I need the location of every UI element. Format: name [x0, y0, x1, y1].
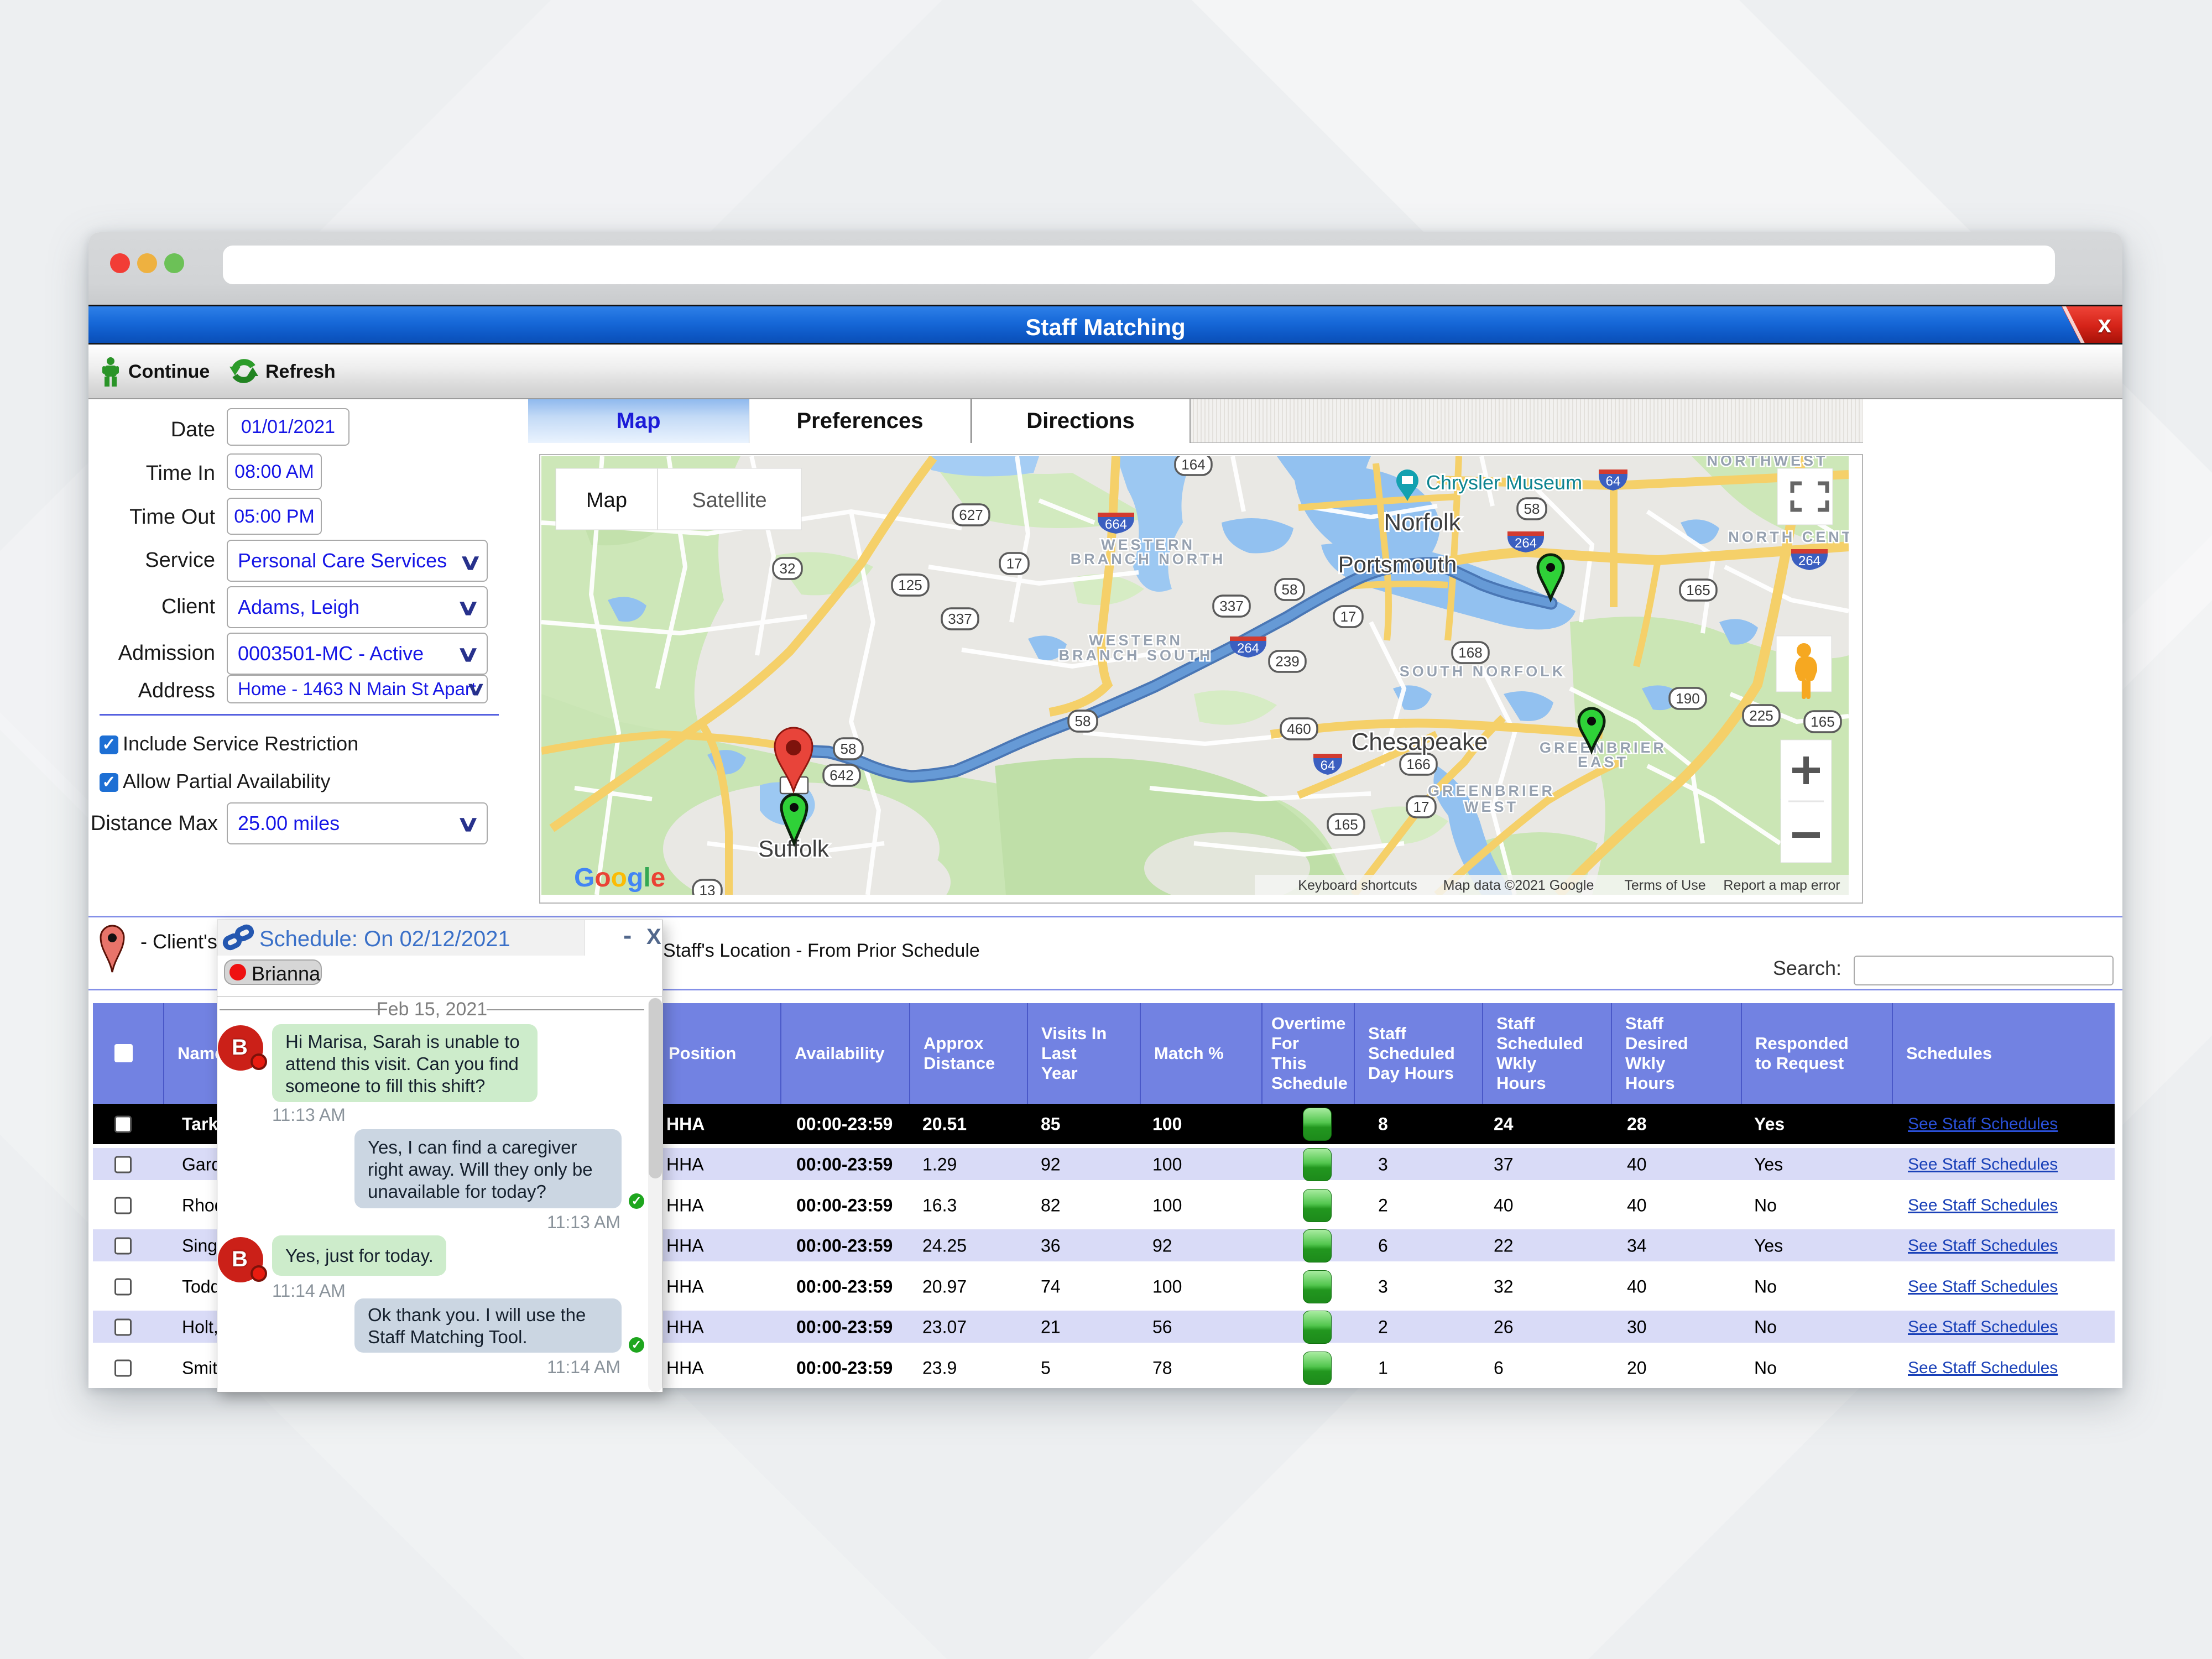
svg-text:WESTERN: WESTERN: [1101, 536, 1195, 553]
svg-text:Map data ©2021 Google: Map data ©2021 Google: [1443, 878, 1594, 893]
svg-text:190: 190: [1676, 690, 1699, 707]
svg-text:264: 264: [1798, 554, 1820, 568]
svg-text:627: 627: [959, 507, 983, 523]
svg-text:58: 58: [1282, 581, 1298, 598]
svg-text:Norfolk: Norfolk: [1384, 509, 1461, 536]
svg-text:17: 17: [1340, 608, 1357, 625]
svg-text:Map: Map: [586, 489, 627, 512]
svg-text:165: 165: [1686, 582, 1710, 598]
svg-text:WEST: WEST: [1464, 799, 1519, 815]
svg-text:642: 642: [830, 767, 853, 784]
svg-text:64: 64: [1321, 758, 1335, 773]
svg-text:Keyboard shortcuts: Keyboard shortcuts: [1298, 878, 1417, 893]
svg-text:64: 64: [1606, 474, 1621, 489]
svg-text:664: 664: [1105, 517, 1127, 532]
svg-text:264: 264: [1237, 641, 1259, 656]
svg-text:NORTH CENTR: NORTH CENTR: [1728, 529, 1849, 545]
svg-text:BRANCH NORTH: BRANCH NORTH: [1071, 551, 1225, 567]
svg-text:32: 32: [780, 560, 796, 577]
svg-text:165: 165: [1811, 713, 1834, 730]
svg-text:Chrysler Museum: Chrysler Museum: [1426, 471, 1582, 494]
svg-text:Report a map error: Report a map error: [1723, 878, 1840, 893]
svg-text:Portsmouth: Portsmouth: [1338, 551, 1457, 577]
svg-text:58: 58: [841, 740, 857, 757]
svg-text:BRANCH SOUTH: BRANCH SOUTH: [1059, 647, 1213, 664]
svg-text:337: 337: [1219, 598, 1243, 614]
svg-text:Chesapeake: Chesapeake: [1351, 728, 1488, 755]
svg-text:166: 166: [1406, 756, 1430, 773]
svg-text:WESTERN: WESTERN: [1089, 632, 1183, 649]
svg-text:NORTHWEST: NORTHWEST: [1707, 456, 1828, 469]
svg-text:17: 17: [1413, 799, 1430, 815]
svg-text:58: 58: [1075, 713, 1091, 729]
svg-text:GREENBRIER: GREENBRIER: [1540, 739, 1667, 756]
svg-text:225: 225: [1749, 707, 1773, 724]
svg-text:17: 17: [1006, 555, 1022, 572]
svg-text:58: 58: [1524, 500, 1540, 517]
svg-text:239: 239: [1275, 653, 1299, 670]
svg-text:13: 13: [700, 882, 716, 895]
svg-text:165: 165: [1334, 816, 1358, 833]
svg-text:SOUTH NORFOLK: SOUTH NORFOLK: [1400, 663, 1566, 680]
svg-text:EAST: EAST: [1578, 754, 1629, 770]
svg-text:168: 168: [1458, 644, 1482, 661]
svg-text:GREENBRIER: GREENBRIER: [1428, 782, 1555, 799]
svg-text:Satellite: Satellite: [692, 489, 766, 512]
svg-text:125: 125: [898, 577, 922, 593]
svg-text:Google: Google: [574, 863, 665, 893]
svg-text:264: 264: [1515, 536, 1537, 551]
svg-text:337: 337: [948, 611, 972, 627]
svg-text:Terms of Use: Terms of Use: [1624, 878, 1705, 893]
svg-text:460: 460: [1287, 721, 1311, 737]
svg-text:164: 164: [1181, 456, 1205, 473]
